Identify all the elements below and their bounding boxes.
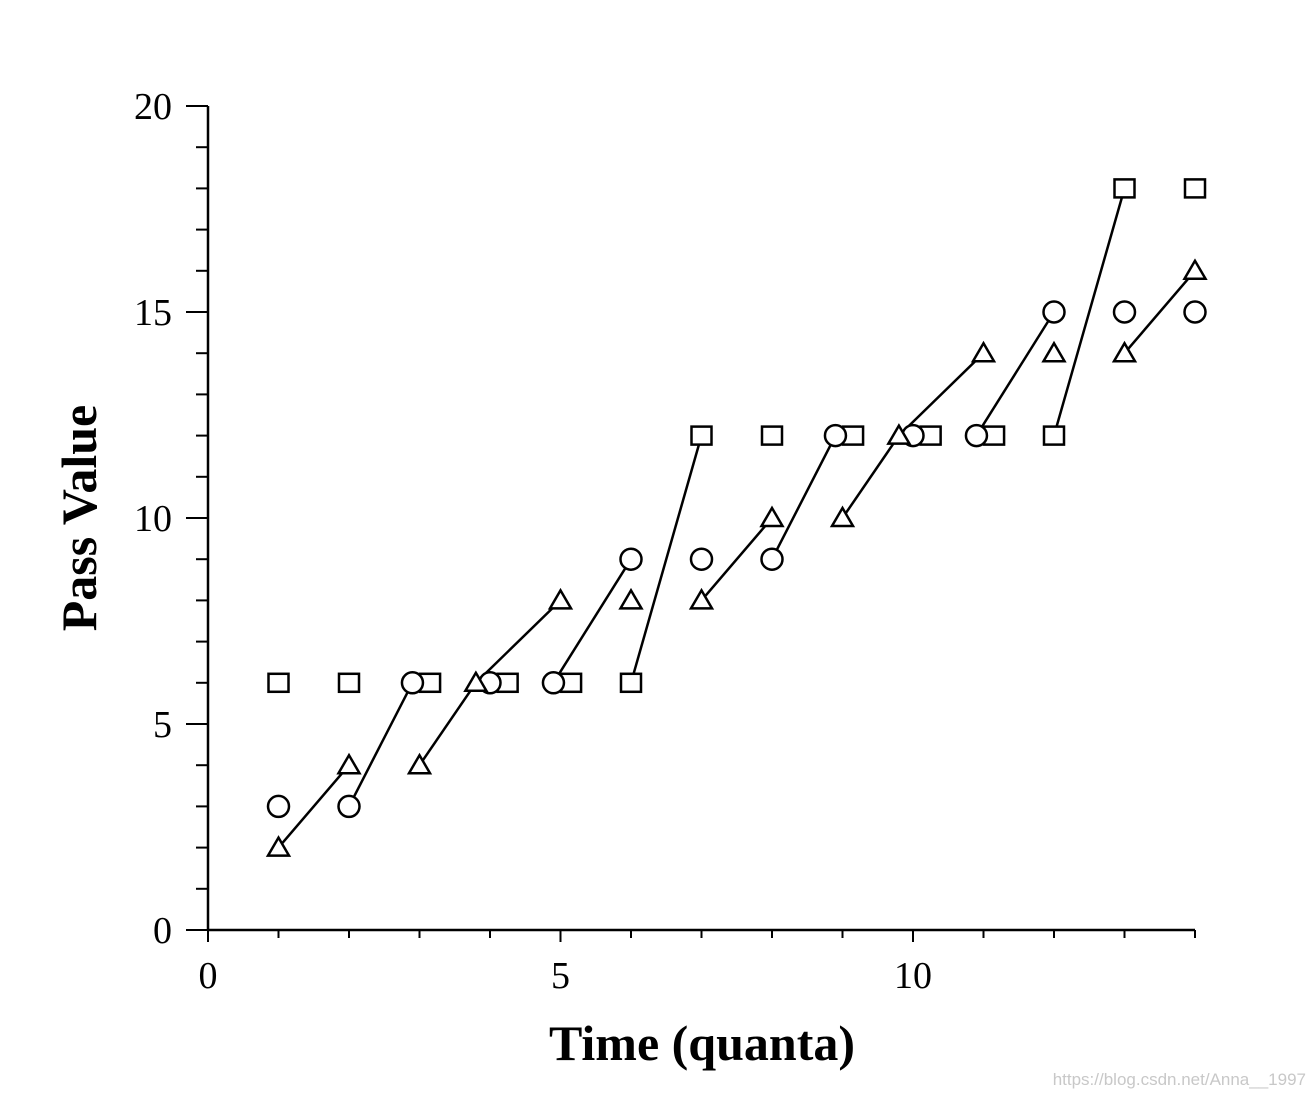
series-segment	[418, 682, 477, 766]
triangle-marker	[829, 505, 856, 528]
series-segment	[1123, 269, 1196, 355]
series-segment	[770, 435, 837, 560]
square-marker	[1042, 425, 1066, 446]
connecting-lines	[277, 188, 1196, 849]
axes: 0 5 10 0 5 10 15 20	[134, 86, 1196, 997]
circle-marker	[823, 423, 848, 448]
square-marker	[760, 425, 784, 446]
triangle-marker	[759, 505, 785, 528]
circle-marker	[1183, 300, 1207, 324]
triangle-marker	[1182, 258, 1208, 281]
circle-marker	[619, 547, 643, 571]
x-tick-label: 0	[199, 955, 218, 997]
series-segment	[347, 682, 414, 807]
y-axis-title: Pass Value	[51, 405, 107, 631]
series-segment	[1052, 188, 1126, 436]
circle-marker	[337, 794, 361, 819]
square-marker	[1113, 178, 1136, 199]
square-marker	[690, 425, 713, 446]
x-tick-label: 5	[551, 955, 570, 997]
y-tick-label: 20	[134, 86, 172, 128]
x-axis-title: Time (quanta)	[549, 1015, 855, 1071]
series-segment	[277, 764, 350, 849]
series-segment	[552, 558, 633, 684]
y-tick-label: 15	[134, 292, 172, 334]
circle-marker	[1042, 300, 1066, 324]
circle-marker	[689, 547, 714, 571]
series-segment	[475, 599, 562, 684]
square-marker	[619, 672, 643, 694]
triangle-marker	[547, 587, 574, 610]
y-tick-label: 5	[153, 704, 172, 746]
triangle-marker	[688, 587, 715, 610]
series-segment	[898, 352, 985, 437]
circle-marker	[266, 794, 291, 819]
triangle-marker	[618, 587, 644, 610]
data-markers	[265, 178, 1208, 857]
triangle-marker	[265, 835, 292, 857]
series-segment	[841, 434, 900, 519]
series-segment	[629, 435, 703, 684]
triangle-marker	[336, 752, 362, 775]
series-segment	[975, 311, 1056, 437]
triangle-marker	[886, 423, 912, 445]
circle-marker	[1112, 300, 1137, 324]
triangle-marker	[970, 340, 997, 363]
triangle-marker	[1111, 340, 1138, 363]
circle-marker	[964, 423, 989, 448]
x-tick-label: 10	[894, 955, 932, 997]
triangle-marker	[406, 752, 433, 775]
square-marker	[1183, 178, 1207, 199]
series-segment	[700, 517, 773, 602]
triangle-marker	[463, 670, 489, 693]
triangle-marker	[1041, 340, 1067, 363]
square-marker	[267, 672, 290, 694]
circle-marker	[760, 547, 784, 571]
watermark-text: https://blog.csdn.net/Anna__1997	[1053, 1070, 1306, 1089]
circle-marker	[400, 671, 425, 695]
y-tick-label: 0	[153, 910, 172, 952]
circle-marker	[541, 671, 566, 695]
y-tick-label: 10	[134, 498, 172, 540]
square-marker	[337, 672, 361, 694]
